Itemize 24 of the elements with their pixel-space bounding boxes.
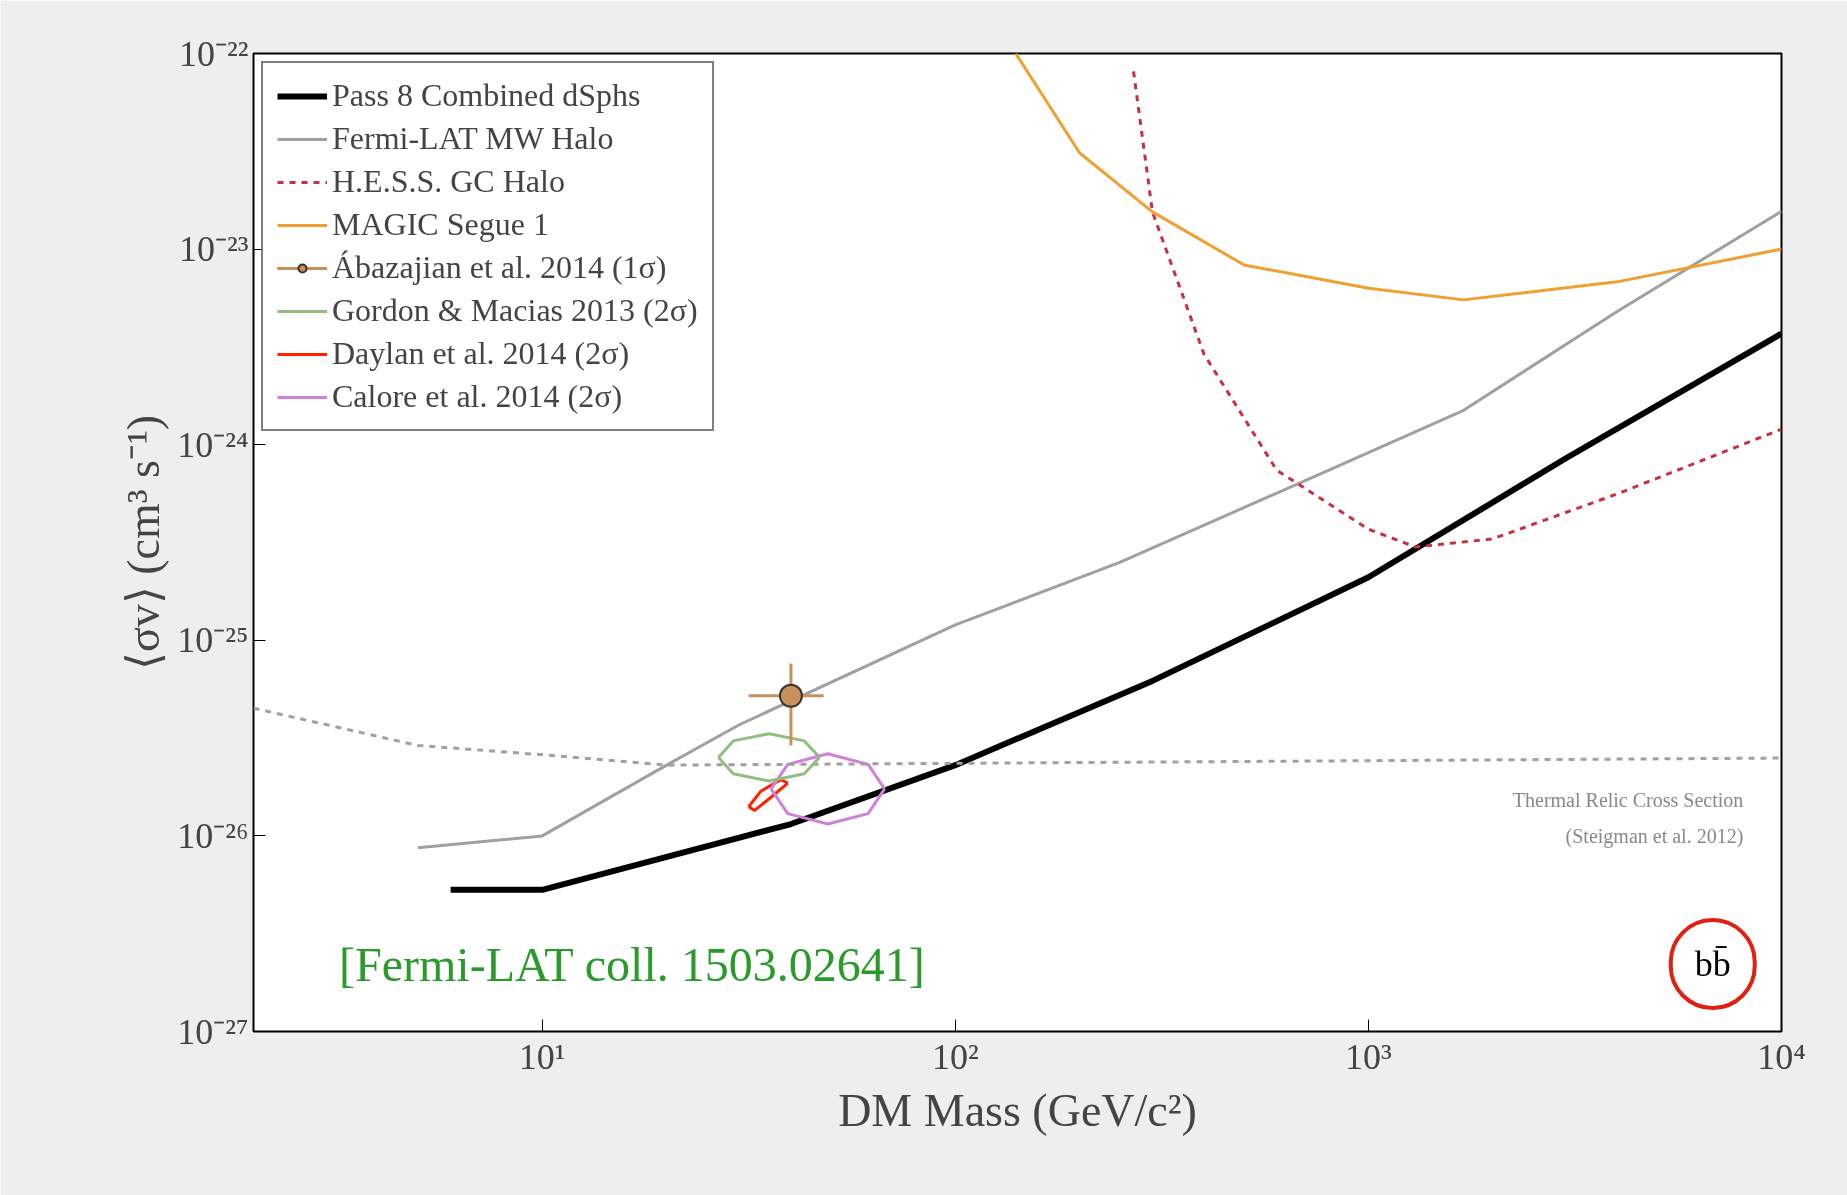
x-tick-label: 10⁴: [1757, 1036, 1806, 1077]
annotation: (Steigman et al. 2012): [1565, 824, 1744, 848]
legend-label: Pass 8 Combined dSphs: [332, 77, 641, 114]
y-axis-title: ⟨σv⟩ (cm³ s⁻¹): [118, 414, 170, 671]
x-axis-title: DM Mass (GeV/c²): [838, 1084, 1197, 1136]
y-tick-label: 10⁻²⁶: [177, 815, 249, 856]
legend-label: Fermi-LAT MW Halo: [332, 120, 614, 157]
legend-label: Daylan et al. 2014 (2σ): [332, 335, 630, 372]
y-tick-label: 10⁻²⁵: [177, 620, 249, 661]
x-tick-label: 10³: [1345, 1036, 1393, 1077]
legend-label: MAGIC Segue 1: [332, 206, 549, 243]
legend-label: Gordon & Macias 2013 (2σ): [332, 292, 698, 329]
annotation: [Fermi-LAT coll. 1503.02641]: [339, 937, 925, 991]
y-tick-label: 10⁻²²: [178, 33, 249, 74]
annotation: Thermal Relic Cross Section: [1512, 788, 1744, 811]
x-tick-label: 10¹: [518, 1036, 566, 1077]
y-tick-label: 10⁻²⁷: [177, 1011, 249, 1052]
legend-label: Calore et al. 2014 (2σ): [332, 378, 623, 415]
annotation: bb̄: [1694, 944, 1731, 985]
legend-label: H.E.S.S. GC Halo: [332, 163, 565, 200]
y-tick-label: 10⁻²⁴: [177, 424, 249, 465]
legend-label: Ábazajian et al. 2014 (1σ): [332, 249, 667, 286]
y-tick-label: 10⁻²³: [178, 229, 249, 270]
x-tick-label: 10²: [931, 1036, 979, 1077]
